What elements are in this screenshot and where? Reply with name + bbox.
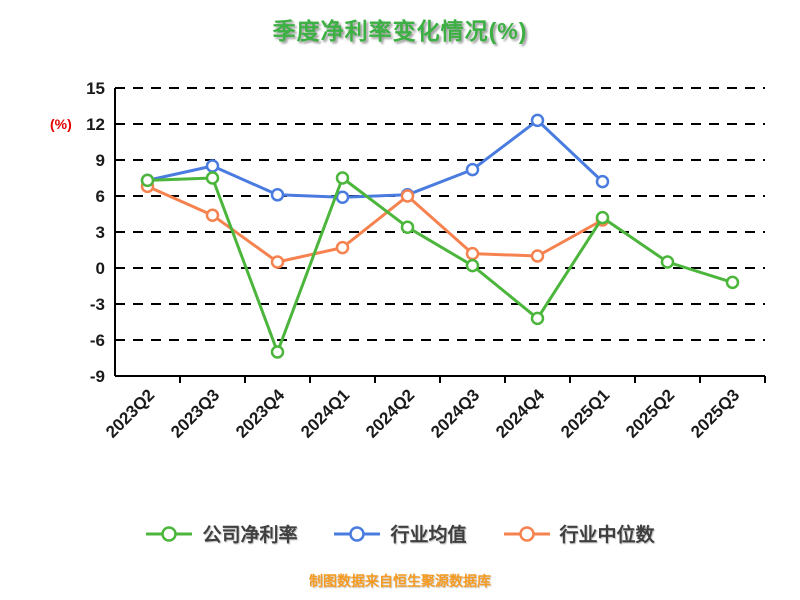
legend-item-industry-average: 行业均值 — [333, 520, 467, 547]
data-point-marker — [205, 208, 220, 222]
line-marker-icon — [146, 525, 193, 542]
y-tick-label: -3 — [90, 295, 105, 314]
data-point-marker — [400, 220, 415, 234]
y-axis-unit-label: (%) — [50, 116, 72, 132]
data-point-marker — [140, 173, 155, 188]
data-point-marker — [660, 255, 675, 269]
x-tick-label: 2024Q4 — [492, 385, 549, 442]
legend: 公司净利率 行业均值 行业中位数 — [0, 520, 800, 547]
data-point-marker — [335, 190, 350, 204]
x-tick-label: 2023Q2 — [102, 385, 158, 441]
data-point-marker — [270, 188, 285, 202]
data-source-note: 制图数据来自恒生聚源数据库 — [309, 573, 491, 589]
line-marker-icon — [334, 525, 381, 542]
data-point-marker — [465, 162, 480, 177]
x-tick-label: 2024Q2 — [362, 385, 418, 441]
x-tick-label: 2025Q3 — [687, 385, 743, 441]
x-tick-label: 2024Q1 — [297, 385, 353, 441]
data-point-marker — [465, 246, 480, 261]
data-point-marker — [595, 174, 610, 189]
x-tick-label: 2025Q1 — [557, 385, 613, 441]
x-tick-label: 2023Q4 — [232, 385, 289, 442]
data-point-marker — [465, 258, 480, 273]
y-tick-label: -9 — [90, 367, 105, 386]
data-point-marker — [270, 345, 285, 359]
y-tick-label: 9 — [96, 151, 105, 170]
data-point-marker — [335, 171, 350, 185]
data-point-marker — [270, 255, 285, 269]
data-point-marker — [530, 311, 545, 326]
y-tick-label: 6 — [96, 187, 105, 206]
y-tick-label: -6 — [90, 331, 105, 350]
series-line-2 — [146, 184, 604, 264]
line-marker-icon — [503, 525, 550, 542]
data-point-marker — [530, 249, 545, 263]
legend-label-industry-average: 行业均值 — [390, 525, 467, 546]
legend-label-industry-median: 行业中位数 — [559, 525, 655, 546]
legend-item-company-net-margin: 公司净利率 — [145, 520, 297, 547]
data-point-marker — [205, 171, 220, 185]
data-point-marker — [530, 113, 545, 128]
y-tick-label: 0 — [96, 259, 105, 278]
y-tick-label: 15 — [86, 79, 105, 98]
data-point-marker — [595, 210, 610, 225]
chart-title: 季度净利率变化情况(%) — [272, 18, 528, 44]
legend-item-industry-median: 行业中位数 — [503, 520, 655, 547]
x-tick-label: 2024Q3 — [427, 385, 483, 441]
series-line-0 — [146, 176, 734, 354]
data-point-marker — [725, 275, 740, 290]
data-point-marker — [400, 189, 415, 203]
legend-label-company-net-margin: 公司净利率 — [202, 525, 298, 546]
data-point-marker — [335, 240, 350, 255]
series-line-1 — [146, 118, 604, 199]
y-tick-label: 12 — [86, 115, 105, 134]
y-tick-label: 3 — [96, 223, 105, 242]
data-point-marker — [205, 159, 220, 173]
x-tick-label: 2023Q3 — [167, 385, 223, 441]
x-tick-label: 2025Q2 — [622, 385, 678, 441]
